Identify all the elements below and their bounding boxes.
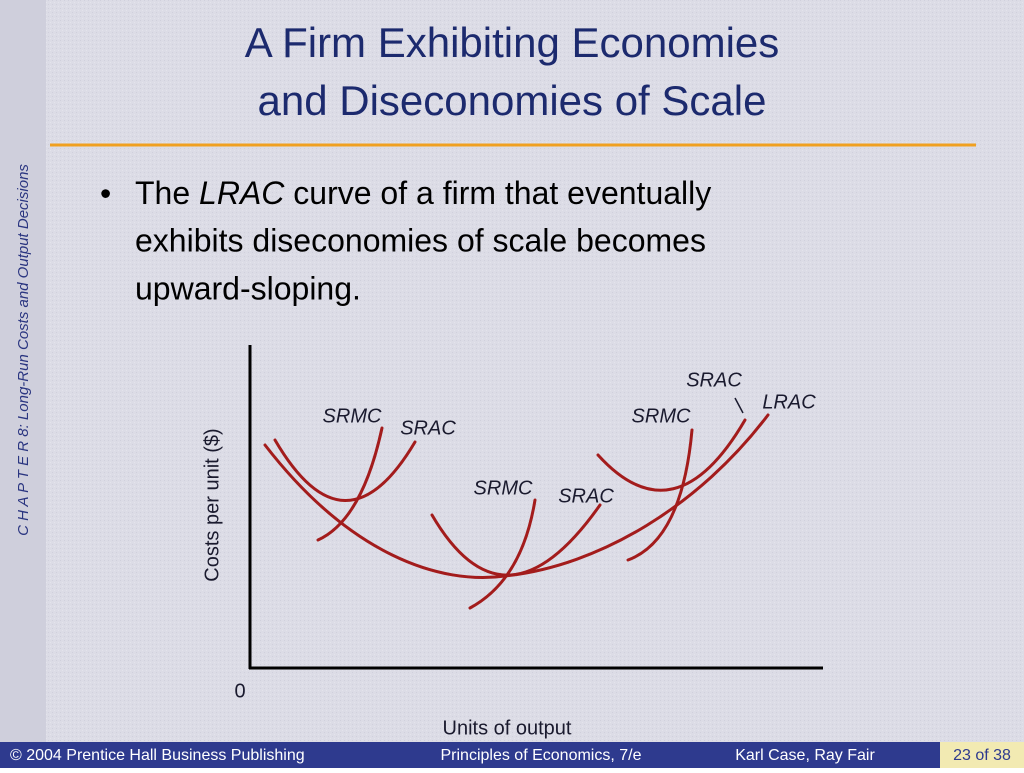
- curve-label: SRMC: [632, 405, 691, 427]
- title: A Firm Exhibiting Economies: [245, 19, 780, 66]
- footer-bar: [0, 742, 1024, 768]
- curve-label: SRMC: [323, 405, 382, 427]
- curve-label: SRAC: [558, 485, 614, 507]
- diagram: Costs per unit ($) Units of output 0 SRM…: [201, 345, 823, 739]
- bullet-text: curve of a firm that eventually: [293, 175, 711, 211]
- curve-label: LRAC: [762, 391, 816, 413]
- origin-label: 0: [234, 680, 245, 702]
- srac-curve: [273, 438, 417, 502]
- sidebar: [0, 0, 46, 742]
- sidebar-text: C H A P T E R 8: Long-Run Costs and Outp…: [15, 164, 32, 536]
- curve-label: SRAC: [400, 417, 456, 439]
- x-axis-label: Units of output: [443, 717, 572, 739]
- footer-publisher: © 2004 Prentice Hall Business Publishing: [10, 747, 305, 764]
- bullet-emphasis: LRAC: [199, 175, 285, 211]
- footer-authors: Karl Case, Ray Fair: [735, 747, 875, 764]
- y-axis-label: Costs per unit ($): [201, 428, 223, 581]
- bullet-text: upward-sloping.: [135, 270, 361, 306]
- bullet-text: exhibits diseconomies of scale becomes: [135, 222, 706, 258]
- bullet-mark: •: [100, 175, 111, 211]
- page-box: [940, 742, 1024, 768]
- srac-curve: [596, 418, 747, 492]
- bullet-text: The: [135, 175, 190, 211]
- srmc-curve: [626, 428, 694, 562]
- srmc-curve: [316, 426, 384, 542]
- bullet-text: The LRAC curve of a firm that eventually: [135, 175, 711, 211]
- curve-label: SRAC: [686, 369, 742, 391]
- srmc-curve: [468, 498, 537, 610]
- label-pointer: [734, 397, 744, 414]
- curve-label: SRMC: [474, 477, 533, 499]
- footer-book: Principles of Economics, 7/e: [441, 747, 642, 764]
- title: and Diseconomies of Scale: [258, 77, 767, 124]
- srac-curve: [430, 503, 602, 577]
- page-number: 23 of 38: [953, 747, 1011, 764]
